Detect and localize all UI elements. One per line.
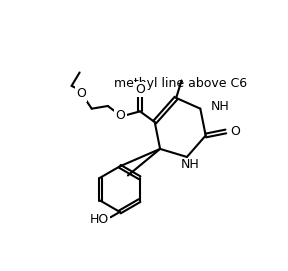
Text: O: O	[135, 83, 145, 96]
Text: NH: NH	[211, 100, 229, 113]
Text: HO: HO	[90, 214, 109, 227]
Text: O: O	[115, 109, 125, 122]
Text: O: O	[76, 88, 86, 101]
Text: O: O	[231, 125, 240, 138]
Text: NH: NH	[181, 158, 200, 171]
Text: methyl line above C6: methyl line above C6	[114, 77, 247, 90]
